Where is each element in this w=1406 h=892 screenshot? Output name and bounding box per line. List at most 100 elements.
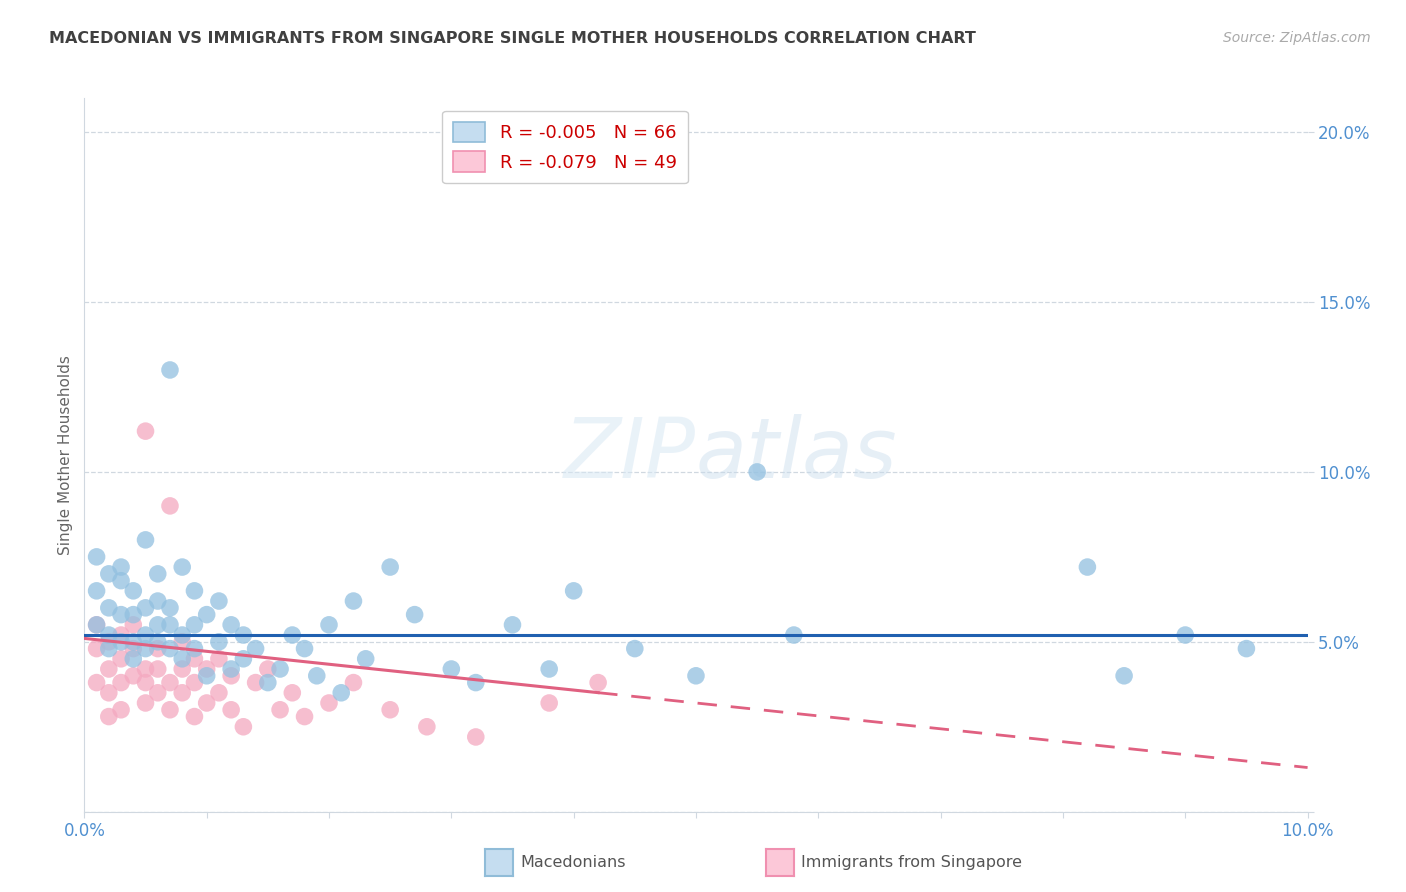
Point	[97, 686, 120, 700]
Point	[97, 566, 120, 581]
Point	[86, 549, 108, 564]
Point	[305, 669, 328, 683]
Point	[586, 675, 609, 690]
Point	[281, 628, 304, 642]
Point	[183, 641, 205, 656]
Point	[110, 652, 132, 666]
Point	[195, 696, 218, 710]
Point	[380, 560, 402, 574]
Point	[86, 675, 108, 690]
Point	[183, 675, 205, 690]
Y-axis label: Single Mother Households: Single Mother Households	[58, 355, 73, 555]
Point	[342, 675, 364, 690]
Point	[122, 635, 145, 649]
Point	[97, 641, 120, 656]
Point	[1114, 669, 1136, 683]
Point	[245, 675, 267, 690]
Point	[172, 635, 194, 649]
Point	[538, 696, 561, 710]
Point	[122, 652, 145, 666]
Point	[122, 607, 145, 622]
Point	[135, 533, 157, 547]
Point	[122, 617, 145, 632]
Point	[159, 600, 181, 615]
Point	[110, 607, 132, 622]
Point	[110, 628, 132, 642]
Point	[502, 617, 524, 632]
Point	[318, 696, 340, 710]
Text: ZIP: ZIP	[564, 415, 696, 495]
Point	[110, 560, 132, 574]
Point	[135, 662, 157, 676]
Text: atlas: atlas	[696, 415, 897, 495]
Point	[195, 607, 218, 622]
Point	[146, 686, 169, 700]
Point	[122, 641, 145, 656]
Point	[208, 635, 231, 649]
Point	[110, 675, 132, 690]
Point	[172, 652, 194, 666]
Point	[380, 703, 402, 717]
Legend: R = -0.005   N = 66, R = -0.079   N = 49: R = -0.005 N = 66, R = -0.079 N = 49	[441, 111, 688, 183]
Text: Immigrants from Singapore: Immigrants from Singapore	[801, 855, 1022, 870]
Point	[208, 594, 231, 608]
Point	[1234, 641, 1257, 656]
Point	[195, 669, 218, 683]
Point	[172, 662, 194, 676]
Point	[86, 641, 108, 656]
Point	[97, 600, 120, 615]
Point	[172, 686, 194, 700]
Point	[783, 628, 806, 642]
Point	[97, 635, 120, 649]
Point	[330, 686, 353, 700]
Point	[122, 669, 145, 683]
Point	[135, 424, 157, 438]
Point	[110, 635, 132, 649]
Point	[97, 662, 120, 676]
Point	[110, 703, 132, 717]
Point	[183, 652, 205, 666]
Point	[159, 641, 181, 656]
Point	[183, 583, 205, 598]
Point	[318, 617, 340, 632]
Point	[146, 635, 169, 649]
Point	[146, 662, 169, 676]
Point	[464, 675, 486, 690]
Point	[159, 703, 181, 717]
Point	[219, 617, 242, 632]
Point	[232, 628, 254, 642]
Point	[146, 617, 169, 632]
Point	[269, 662, 291, 676]
Point	[294, 641, 316, 656]
Point	[1076, 560, 1098, 574]
Point	[110, 574, 132, 588]
Point	[281, 686, 304, 700]
Point	[245, 641, 267, 656]
Point	[172, 628, 194, 642]
Point	[146, 641, 169, 656]
Point	[416, 720, 439, 734]
Point	[135, 641, 157, 656]
Point	[269, 703, 291, 717]
Point	[747, 465, 769, 479]
Point	[97, 709, 120, 723]
Point	[159, 499, 181, 513]
Text: MACEDONIAN VS IMMIGRANTS FROM SINGAPORE SINGLE MOTHER HOUSEHOLDS CORRELATION CHA: MACEDONIAN VS IMMIGRANTS FROM SINGAPORE …	[49, 31, 976, 46]
Point	[440, 662, 463, 676]
Point	[86, 583, 108, 598]
Point	[219, 662, 242, 676]
Point	[685, 669, 707, 683]
Point	[219, 703, 242, 717]
Point	[146, 566, 169, 581]
Point	[538, 662, 561, 676]
Point	[404, 607, 426, 622]
Point	[562, 583, 585, 598]
Point	[232, 720, 254, 734]
Point	[159, 617, 181, 632]
Point	[135, 675, 157, 690]
Text: Source: ZipAtlas.com: Source: ZipAtlas.com	[1223, 31, 1371, 45]
Point	[135, 696, 157, 710]
Point	[135, 628, 157, 642]
Point	[97, 628, 120, 642]
Point	[464, 730, 486, 744]
